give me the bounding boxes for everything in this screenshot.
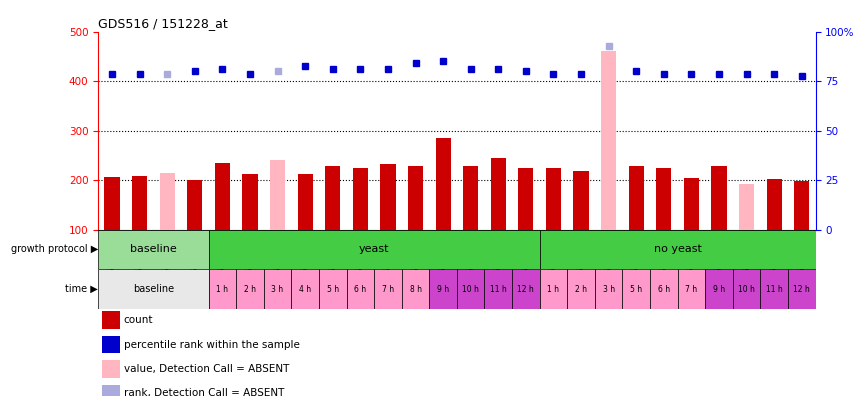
Bar: [102, 312, 119, 329]
Bar: [242, 174, 258, 230]
Bar: [738, 184, 753, 230]
Bar: [676, 269, 705, 309]
Bar: [759, 269, 787, 309]
Bar: [352, 168, 368, 230]
Bar: [291, 269, 318, 309]
Bar: [270, 160, 285, 230]
Bar: [132, 176, 147, 230]
Text: 2 h: 2 h: [244, 285, 256, 293]
Bar: [512, 269, 539, 309]
Text: time ▶: time ▶: [65, 284, 98, 294]
Bar: [787, 269, 815, 309]
Bar: [401, 269, 429, 309]
Bar: [601, 51, 616, 230]
Bar: [711, 166, 726, 230]
Bar: [766, 179, 780, 230]
Bar: [104, 177, 119, 230]
Text: 3 h: 3 h: [602, 285, 614, 293]
Bar: [683, 178, 698, 230]
Bar: [705, 269, 732, 309]
Text: 10 h: 10 h: [461, 285, 479, 293]
Bar: [793, 181, 809, 230]
Text: 4 h: 4 h: [299, 285, 310, 293]
Bar: [208, 269, 236, 309]
Bar: [429, 269, 456, 309]
Bar: [649, 269, 676, 309]
Text: baseline: baseline: [130, 244, 177, 255]
Bar: [462, 166, 478, 230]
Text: 8 h: 8 h: [409, 285, 421, 293]
Text: 12 h: 12 h: [517, 285, 534, 293]
Bar: [628, 166, 643, 230]
Text: 3 h: 3 h: [271, 285, 283, 293]
Bar: [187, 180, 202, 230]
Text: 11 h: 11 h: [490, 285, 506, 293]
Bar: [318, 269, 346, 309]
Bar: [264, 269, 291, 309]
Bar: [484, 269, 512, 309]
Bar: [215, 163, 229, 230]
Bar: [595, 269, 622, 309]
Text: 6 h: 6 h: [354, 285, 366, 293]
Bar: [622, 269, 649, 309]
Text: 9 h: 9 h: [712, 285, 724, 293]
Bar: [490, 158, 505, 230]
Text: GDS516 / 151228_at: GDS516 / 151228_at: [98, 17, 228, 30]
Bar: [160, 173, 175, 230]
Bar: [435, 138, 450, 230]
Text: 7 h: 7 h: [685, 285, 697, 293]
Text: growth protocol ▶: growth protocol ▶: [11, 244, 98, 255]
Text: 7 h: 7 h: [381, 285, 393, 293]
Text: 10 h: 10 h: [737, 285, 754, 293]
Text: percentile rank within the sample: percentile rank within the sample: [124, 340, 299, 350]
Bar: [374, 269, 401, 309]
Bar: [545, 168, 560, 230]
Text: 5 h: 5 h: [327, 285, 339, 293]
Bar: [732, 269, 759, 309]
Text: 1 h: 1 h: [547, 285, 559, 293]
Bar: [380, 164, 395, 230]
Text: yeast: yeast: [358, 244, 389, 255]
Bar: [236, 269, 264, 309]
Bar: [456, 269, 484, 309]
Bar: [566, 269, 595, 309]
Text: rank, Detection Call = ABSENT: rank, Detection Call = ABSENT: [124, 388, 284, 396]
Bar: [102, 360, 119, 378]
Bar: [208, 230, 539, 269]
Text: 2 h: 2 h: [574, 285, 586, 293]
Text: no yeast: no yeast: [653, 244, 700, 255]
Bar: [297, 174, 312, 230]
Text: 11 h: 11 h: [765, 285, 781, 293]
Text: value, Detection Call = ABSENT: value, Detection Call = ABSENT: [124, 364, 289, 374]
Text: baseline: baseline: [133, 284, 174, 294]
Text: 1 h: 1 h: [216, 285, 228, 293]
Bar: [346, 269, 374, 309]
Bar: [325, 166, 339, 230]
Bar: [98, 269, 208, 309]
Bar: [98, 230, 208, 269]
Text: 12 h: 12 h: [792, 285, 809, 293]
Bar: [572, 171, 588, 230]
Text: count: count: [124, 315, 154, 325]
Bar: [539, 230, 815, 269]
Bar: [102, 385, 119, 396]
Bar: [539, 269, 566, 309]
Text: 9 h: 9 h: [437, 285, 449, 293]
Bar: [518, 168, 533, 230]
Bar: [655, 168, 670, 230]
Text: 6 h: 6 h: [657, 285, 669, 293]
Bar: [408, 166, 422, 230]
Text: 5 h: 5 h: [630, 285, 641, 293]
Bar: [102, 336, 119, 353]
